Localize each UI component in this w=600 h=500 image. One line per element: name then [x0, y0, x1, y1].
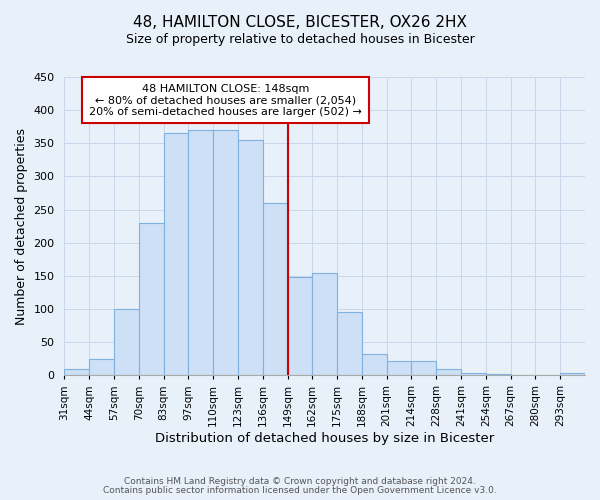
Bar — [89, 358, 114, 376]
Bar — [412, 360, 436, 376]
Text: Size of property relative to detached houses in Bicester: Size of property relative to detached ho… — [125, 32, 475, 46]
Text: 48, HAMILTON CLOSE, BICESTER, OX26 2HX: 48, HAMILTON CLOSE, BICESTER, OX26 2HX — [133, 15, 467, 30]
Bar — [139, 223, 164, 376]
Bar — [386, 360, 412, 376]
Bar — [64, 368, 89, 376]
Bar — [560, 374, 585, 376]
Text: Contains public sector information licensed under the Open Government Licence v3: Contains public sector information licen… — [103, 486, 497, 495]
Y-axis label: Number of detached properties: Number of detached properties — [15, 128, 28, 324]
Bar — [114, 309, 139, 376]
Bar — [362, 354, 386, 376]
Bar — [461, 372, 486, 376]
Text: Contains HM Land Registry data © Crown copyright and database right 2024.: Contains HM Land Registry data © Crown c… — [124, 477, 476, 486]
Bar — [436, 368, 461, 376]
Bar — [287, 277, 313, 376]
Bar — [511, 374, 535, 376]
Bar — [313, 272, 337, 376]
Bar — [263, 203, 287, 376]
X-axis label: Distribution of detached houses by size in Bicester: Distribution of detached houses by size … — [155, 432, 494, 445]
Bar — [238, 140, 263, 376]
Bar — [337, 312, 362, 376]
Bar — [164, 134, 188, 376]
Text: 48 HAMILTON CLOSE: 148sqm
← 80% of detached houses are smaller (2,054)
20% of se: 48 HAMILTON CLOSE: 148sqm ← 80% of detac… — [89, 84, 362, 117]
Bar — [213, 130, 238, 376]
Bar — [486, 374, 511, 376]
Bar — [188, 130, 213, 376]
